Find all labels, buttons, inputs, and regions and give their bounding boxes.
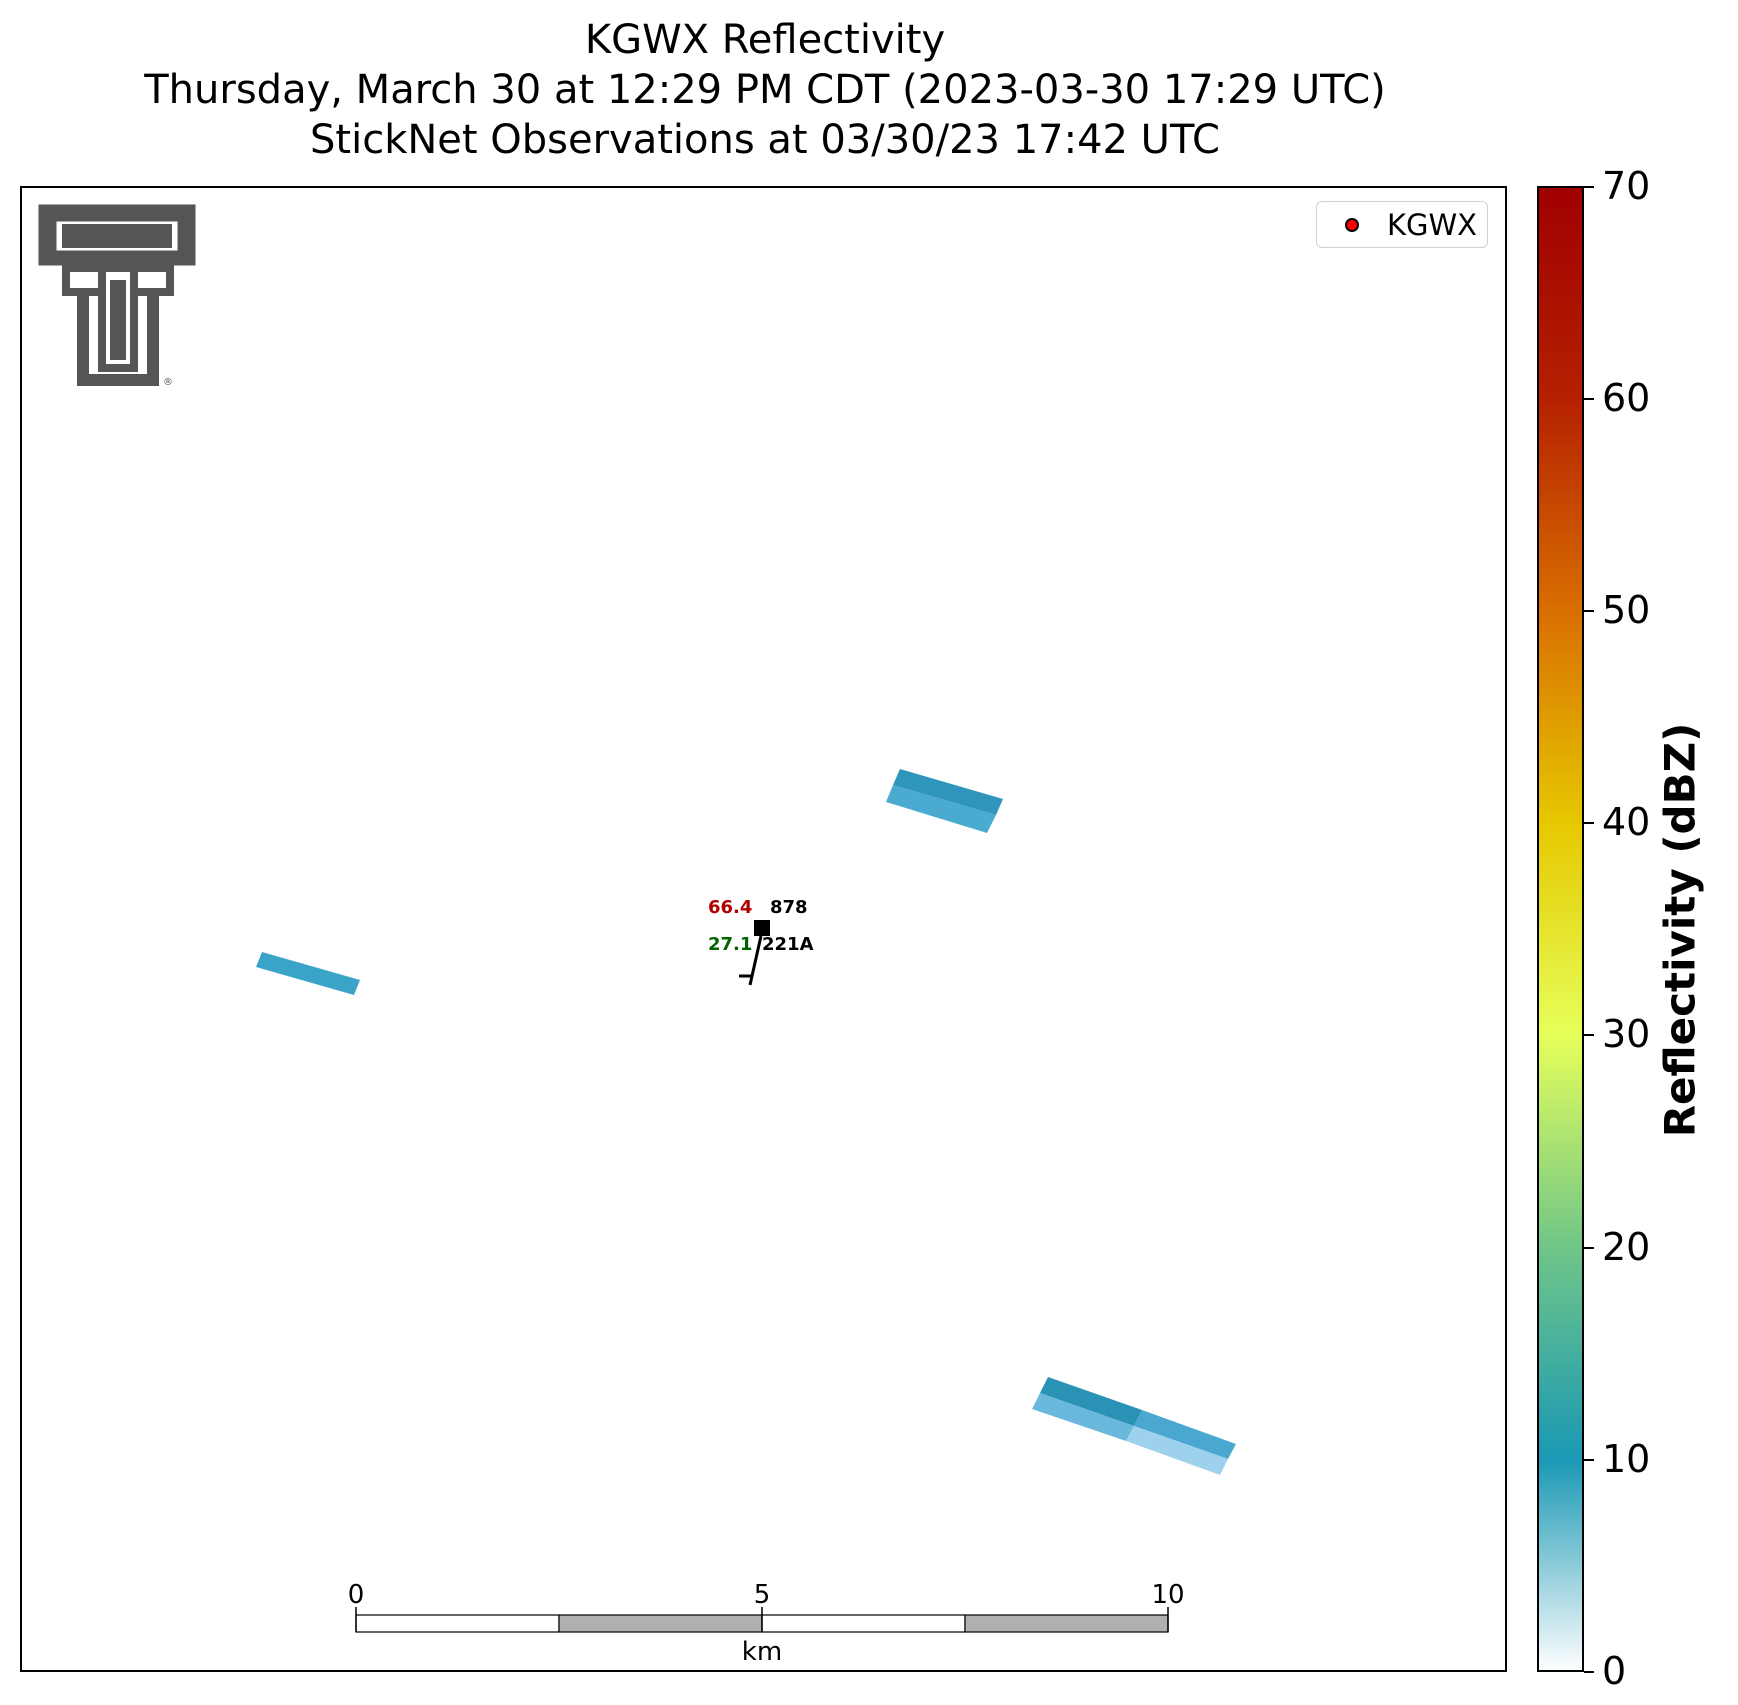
colorbar-label-30: 30 (1602, 1012, 1651, 1056)
colorbar-tick (1584, 186, 1594, 188)
echo-south-east-b (1032, 1393, 1134, 1441)
radar-site-marker (1345, 218, 1359, 232)
colorbar-tick (1584, 1247, 1594, 1249)
chart-subtitle-time: Thursday, March 30 at 12:29 PM CDT (2023… (144, 67, 1386, 113)
colorbar-tick (1584, 398, 1594, 400)
station-plot: 66.4 878 27.1 221A (708, 897, 814, 986)
reflectivity-echoes (256, 769, 1236, 1475)
echo-south-east-a (1040, 1377, 1142, 1426)
scale-tick-5: 5 (754, 1580, 771, 1610)
chart-subtitle-observations: StickNet Observations at 03/30/23 17:42 … (310, 117, 1220, 163)
colorbar-tick (1584, 1034, 1594, 1036)
echo-south-east-d (1126, 1426, 1228, 1475)
scale-bar: 0 5 10 km (348, 1580, 1185, 1667)
station-pressure: 878 (770, 897, 808, 918)
station-id: 221A (762, 934, 814, 955)
colorbar (1537, 186, 1584, 1672)
colorbar-label-10: 10 (1602, 1437, 1651, 1481)
colorbar-tick (1584, 610, 1594, 612)
scale-tick-10: 10 (1151, 1580, 1184, 1610)
colorbar-label-70: 70 (1602, 164, 1651, 208)
legend: KGWX (1316, 201, 1488, 248)
legend-label: KGWX (1387, 208, 1478, 242)
echo-west (256, 952, 360, 995)
colorbar-tick (1584, 1459, 1594, 1461)
scale-unit-label: km (742, 1637, 782, 1667)
echo-north-east-a (893, 769, 1003, 815)
echo-north-east-b (886, 785, 996, 833)
wind-barb-shaft (748, 935, 763, 986)
echo-south-east-c (1134, 1410, 1236, 1459)
colorbar-tick (1584, 1671, 1594, 1673)
colorbar-title: Reflectivity (dBZ) (1655, 722, 1705, 1138)
colorbar-label-0: 0 (1602, 1649, 1627, 1693)
double-t-logo (38, 204, 196, 386)
colorbar-label-60: 60 (1602, 376, 1651, 420)
map-panel (20, 186, 1507, 1672)
colorbar-tick (1584, 822, 1594, 824)
station-dewpoint: 27.1 (708, 934, 752, 955)
scale-tick-0: 0 (348, 1580, 365, 1610)
colorbar-label-50: 50 (1602, 588, 1651, 632)
station-temperature: 66.4 (708, 897, 752, 918)
colorbar-label-40: 40 (1602, 800, 1651, 844)
colorbar-label-20: 20 (1602, 1225, 1651, 1269)
station-marker (754, 920, 770, 936)
chart-title: KGWX Reflectivity (584, 17, 946, 63)
colorbar-gradient (1537, 186, 1584, 1672)
svg-text:®: ® (163, 377, 173, 388)
